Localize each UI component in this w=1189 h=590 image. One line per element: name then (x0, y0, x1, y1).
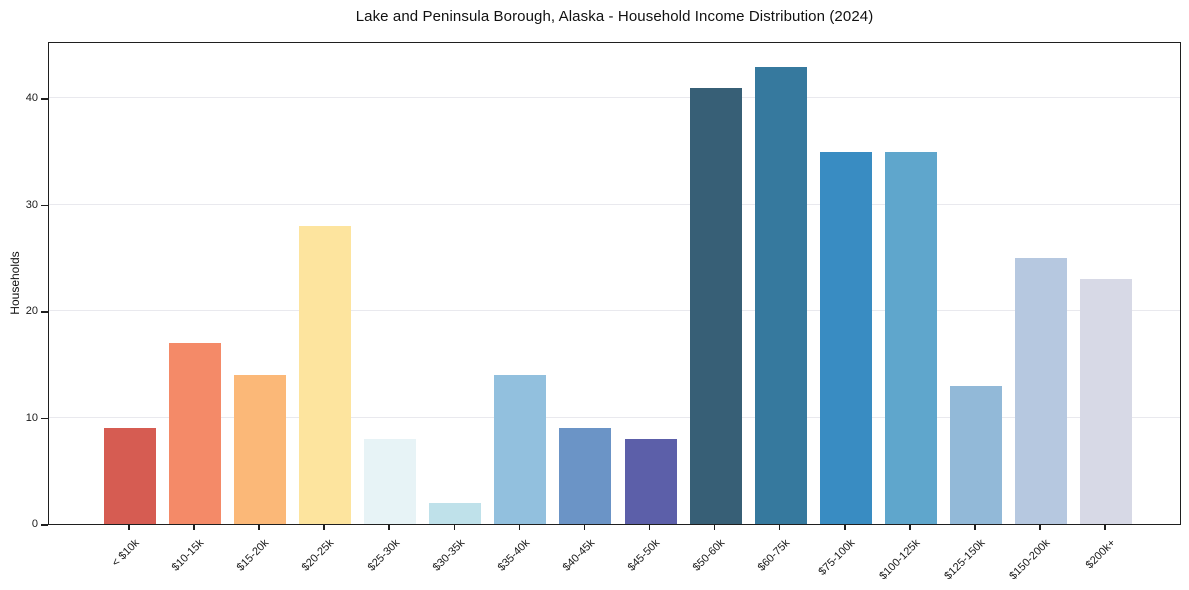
bar (364, 438, 417, 524)
y-tick-mark (41, 311, 48, 313)
x-tick-mark (453, 525, 456, 530)
bar (234, 375, 287, 524)
bar (169, 343, 222, 524)
x-tick-label: $150-200k (1007, 537, 1053, 583)
bar (429, 502, 482, 524)
bar (884, 151, 937, 524)
y-tick-mark (41, 204, 48, 207)
x-tick-label: $200k+ (1083, 537, 1118, 572)
bar (104, 428, 156, 524)
x-tick-mark (128, 525, 130, 530)
x-tick-mark (713, 525, 716, 530)
x-tick-label: $40-45k (560, 537, 597, 574)
x-tick-mark (778, 525, 781, 530)
x-tick-label: $50-60k (690, 537, 728, 574)
y-tick-label: 20 (25, 305, 38, 318)
bar (559, 428, 612, 524)
gridline (49, 97, 1180, 99)
x-tick-label: < $10k (109, 537, 142, 570)
bar (949, 385, 1002, 524)
bar (754, 66, 807, 524)
x-tick-mark (323, 525, 325, 530)
x-tick-label: $15-20k (235, 537, 272, 574)
bar (1080, 279, 1133, 524)
x-tick-mark (974, 525, 976, 530)
bar (1014, 258, 1067, 524)
bar (494, 375, 547, 524)
gridline (49, 203, 1180, 205)
x-tick-mark (843, 525, 846, 530)
x-tick-mark (909, 525, 911, 530)
chart-title: Lake and Peninsula Borough, Alaska - Hou… (355, 8, 874, 25)
y-tick-label: 10 (25, 411, 38, 424)
bar (299, 226, 352, 524)
y-tick-label: 0 (31, 518, 38, 530)
y-tick-mark (41, 417, 48, 420)
x-tick-label: $10-15k (169, 537, 207, 574)
x-tick-mark (1104, 525, 1106, 530)
x-tick-mark (518, 525, 521, 530)
y-tick-label: 30 (25, 198, 38, 211)
y-tick-label: 40 (25, 92, 38, 105)
plot-area (48, 42, 1181, 525)
x-tick-mark (583, 525, 586, 530)
x-tick-label: $30-35k (430, 537, 467, 574)
x-tick-mark (1039, 525, 1041, 530)
x-tick-label: $100-125k (877, 537, 923, 583)
x-tick-label: $25-30k (365, 537, 402, 574)
x-tick-label: $75-100k (816, 537, 858, 578)
x-tick-label: $20-25k (300, 537, 337, 574)
x-tick-label: $125-150k (942, 537, 988, 583)
bar (624, 438, 677, 524)
bar (689, 87, 742, 524)
bar (819, 151, 872, 524)
gridline (49, 310, 1180, 312)
y-tick-mark (41, 524, 48, 526)
x-tick-mark (388, 525, 391, 530)
x-tick-mark (648, 525, 651, 530)
gridline (49, 416, 1180, 418)
x-tick-label: $45-50k (625, 537, 663, 574)
x-tick-mark (258, 525, 260, 530)
x-tick-mark (193, 525, 195, 530)
x-tick-label: $35-40k (495, 537, 532, 574)
x-tick-label: $60-75k (755, 537, 793, 574)
y-tick-mark (41, 98, 48, 101)
